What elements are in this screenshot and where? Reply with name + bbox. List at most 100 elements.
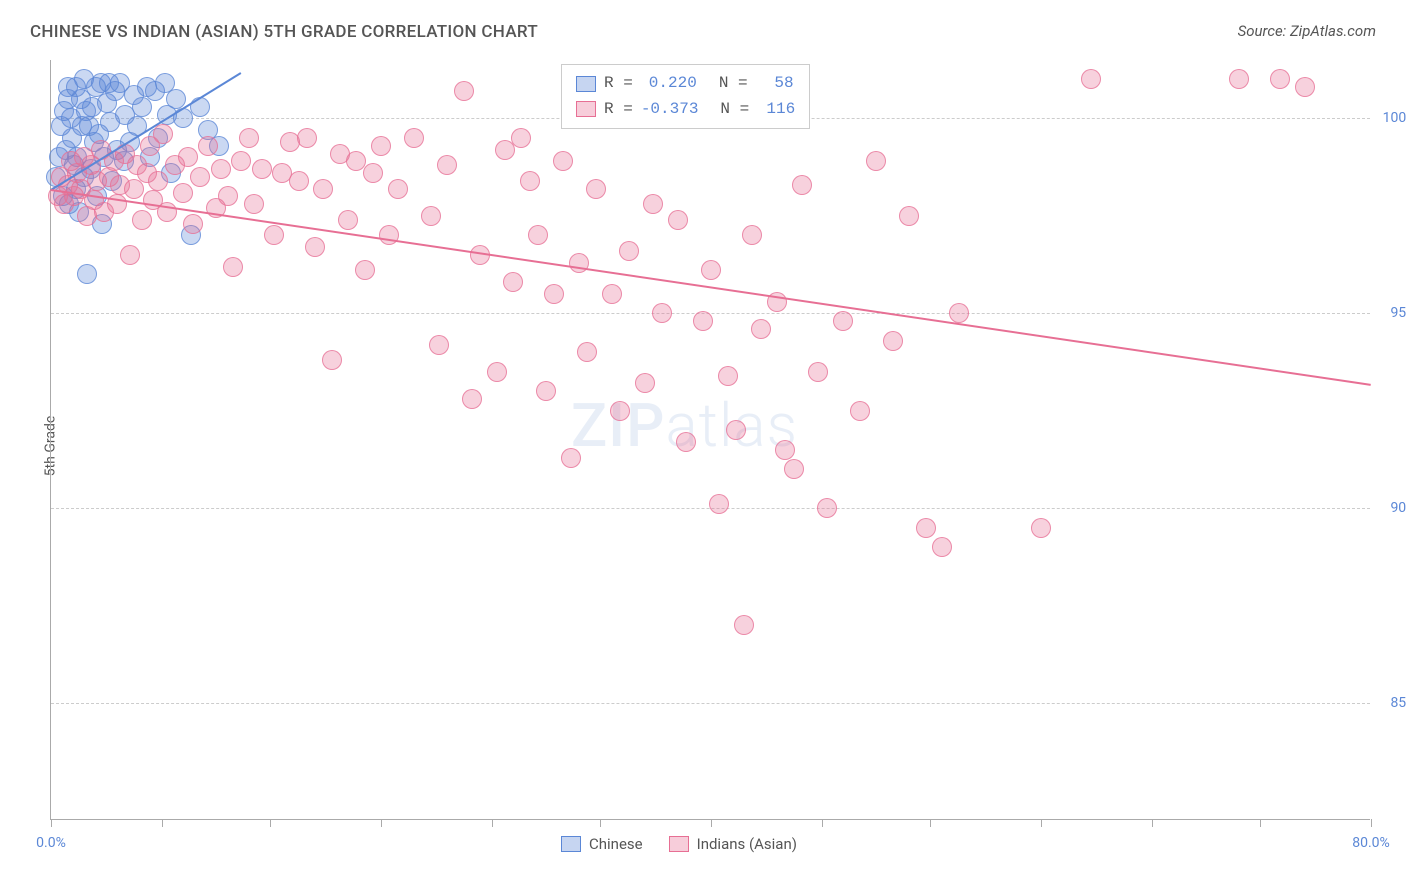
data-point bbox=[553, 151, 573, 171]
x-tick bbox=[1041, 819, 1042, 827]
data-point bbox=[792, 175, 812, 195]
data-point bbox=[577, 342, 597, 362]
data-point bbox=[190, 97, 210, 117]
legend-item: Chinese bbox=[561, 835, 643, 853]
data-point bbox=[586, 179, 606, 199]
x-tick bbox=[822, 819, 823, 827]
data-point bbox=[709, 494, 729, 514]
data-point bbox=[1295, 77, 1315, 97]
data-point bbox=[124, 179, 144, 199]
data-point bbox=[289, 171, 309, 191]
x-tick bbox=[162, 819, 163, 827]
n-value: 116 bbox=[757, 97, 795, 123]
r-value: -0.373 bbox=[641, 97, 699, 123]
data-point bbox=[437, 155, 457, 175]
trend-line bbox=[51, 189, 1371, 386]
legend-label: Chinese bbox=[589, 835, 643, 853]
data-point bbox=[742, 225, 762, 245]
data-point bbox=[297, 128, 317, 148]
data-point bbox=[183, 214, 203, 234]
data-point bbox=[132, 210, 152, 230]
r-value: 0.220 bbox=[641, 71, 697, 97]
legend-item: Indians (Asian) bbox=[669, 835, 797, 853]
data-point bbox=[487, 362, 507, 382]
data-point bbox=[404, 128, 424, 148]
data-point bbox=[511, 128, 531, 148]
data-point bbox=[244, 194, 264, 214]
y-tick-label: 90.0% bbox=[1390, 500, 1406, 516]
data-point bbox=[866, 151, 886, 171]
source-label: Source: ZipAtlas.com bbox=[1238, 22, 1376, 40]
legend-swatch bbox=[669, 836, 689, 852]
data-point bbox=[668, 210, 688, 230]
legend-swatch bbox=[576, 76, 596, 92]
data-point bbox=[899, 206, 919, 226]
plot-area: ZIPatlas 85.0%90.0%95.0%100.0%0.0%80.0%R… bbox=[50, 60, 1370, 820]
data-point bbox=[635, 373, 655, 393]
data-point bbox=[652, 303, 672, 323]
gridline bbox=[51, 703, 1370, 704]
n-label: N = bbox=[720, 97, 749, 123]
data-point bbox=[148, 171, 168, 191]
data-point bbox=[817, 498, 837, 518]
r-label: R = bbox=[604, 71, 633, 97]
stats-row: R = -0.373 N = 116 bbox=[576, 97, 795, 123]
data-point bbox=[833, 311, 853, 331]
data-point bbox=[153, 124, 173, 144]
data-point bbox=[132, 97, 152, 117]
data-point bbox=[223, 257, 243, 277]
data-point bbox=[602, 284, 622, 304]
legend-swatch bbox=[561, 836, 581, 852]
data-point bbox=[462, 389, 482, 409]
data-point bbox=[718, 366, 738, 386]
data-point bbox=[120, 245, 140, 265]
chart-container: CHINESE VS INDIAN (ASIAN) 5TH GRADE CORR… bbox=[0, 0, 1406, 892]
y-tick-label: 100.0% bbox=[1383, 110, 1406, 126]
data-point bbox=[676, 432, 696, 452]
x-tick bbox=[270, 819, 271, 827]
data-point bbox=[520, 171, 540, 191]
data-point bbox=[808, 362, 828, 382]
data-point bbox=[363, 163, 383, 183]
data-point bbox=[218, 186, 238, 206]
data-point bbox=[178, 147, 198, 167]
data-point bbox=[561, 448, 581, 468]
data-point bbox=[932, 537, 952, 557]
data-point bbox=[1270, 69, 1290, 89]
data-point bbox=[379, 225, 399, 245]
data-point bbox=[544, 284, 564, 304]
data-point bbox=[528, 225, 548, 245]
data-point bbox=[1229, 69, 1249, 89]
x-tick bbox=[1260, 819, 1261, 827]
data-point bbox=[734, 615, 754, 635]
data-point bbox=[610, 401, 630, 421]
x-tick-label: 0.0% bbox=[36, 835, 66, 851]
series-legend: Chinese Indians (Asian) bbox=[561, 835, 797, 853]
data-point bbox=[454, 81, 474, 101]
data-point bbox=[1031, 518, 1051, 538]
data-point bbox=[536, 381, 556, 401]
data-point bbox=[313, 179, 333, 199]
x-tick bbox=[51, 819, 52, 827]
data-point bbox=[775, 440, 795, 460]
data-point bbox=[355, 260, 375, 280]
data-point bbox=[305, 237, 325, 257]
legend-swatch bbox=[576, 101, 596, 117]
data-point bbox=[322, 350, 342, 370]
data-point bbox=[264, 225, 284, 245]
data-point bbox=[693, 311, 713, 331]
x-tick bbox=[711, 819, 712, 827]
x-tick-label: 80.0% bbox=[1352, 835, 1390, 851]
data-point bbox=[643, 194, 663, 214]
data-point bbox=[239, 128, 259, 148]
data-point bbox=[338, 210, 358, 230]
data-point bbox=[211, 159, 231, 179]
r-label: R = bbox=[604, 97, 633, 123]
stats-legend: R =0.220N =58R =-0.373N =116 bbox=[561, 64, 810, 129]
data-point bbox=[77, 264, 97, 284]
x-tick bbox=[1152, 819, 1153, 827]
data-point bbox=[371, 136, 391, 156]
data-point bbox=[850, 401, 870, 421]
x-tick bbox=[1371, 819, 1372, 827]
x-tick bbox=[381, 819, 382, 827]
